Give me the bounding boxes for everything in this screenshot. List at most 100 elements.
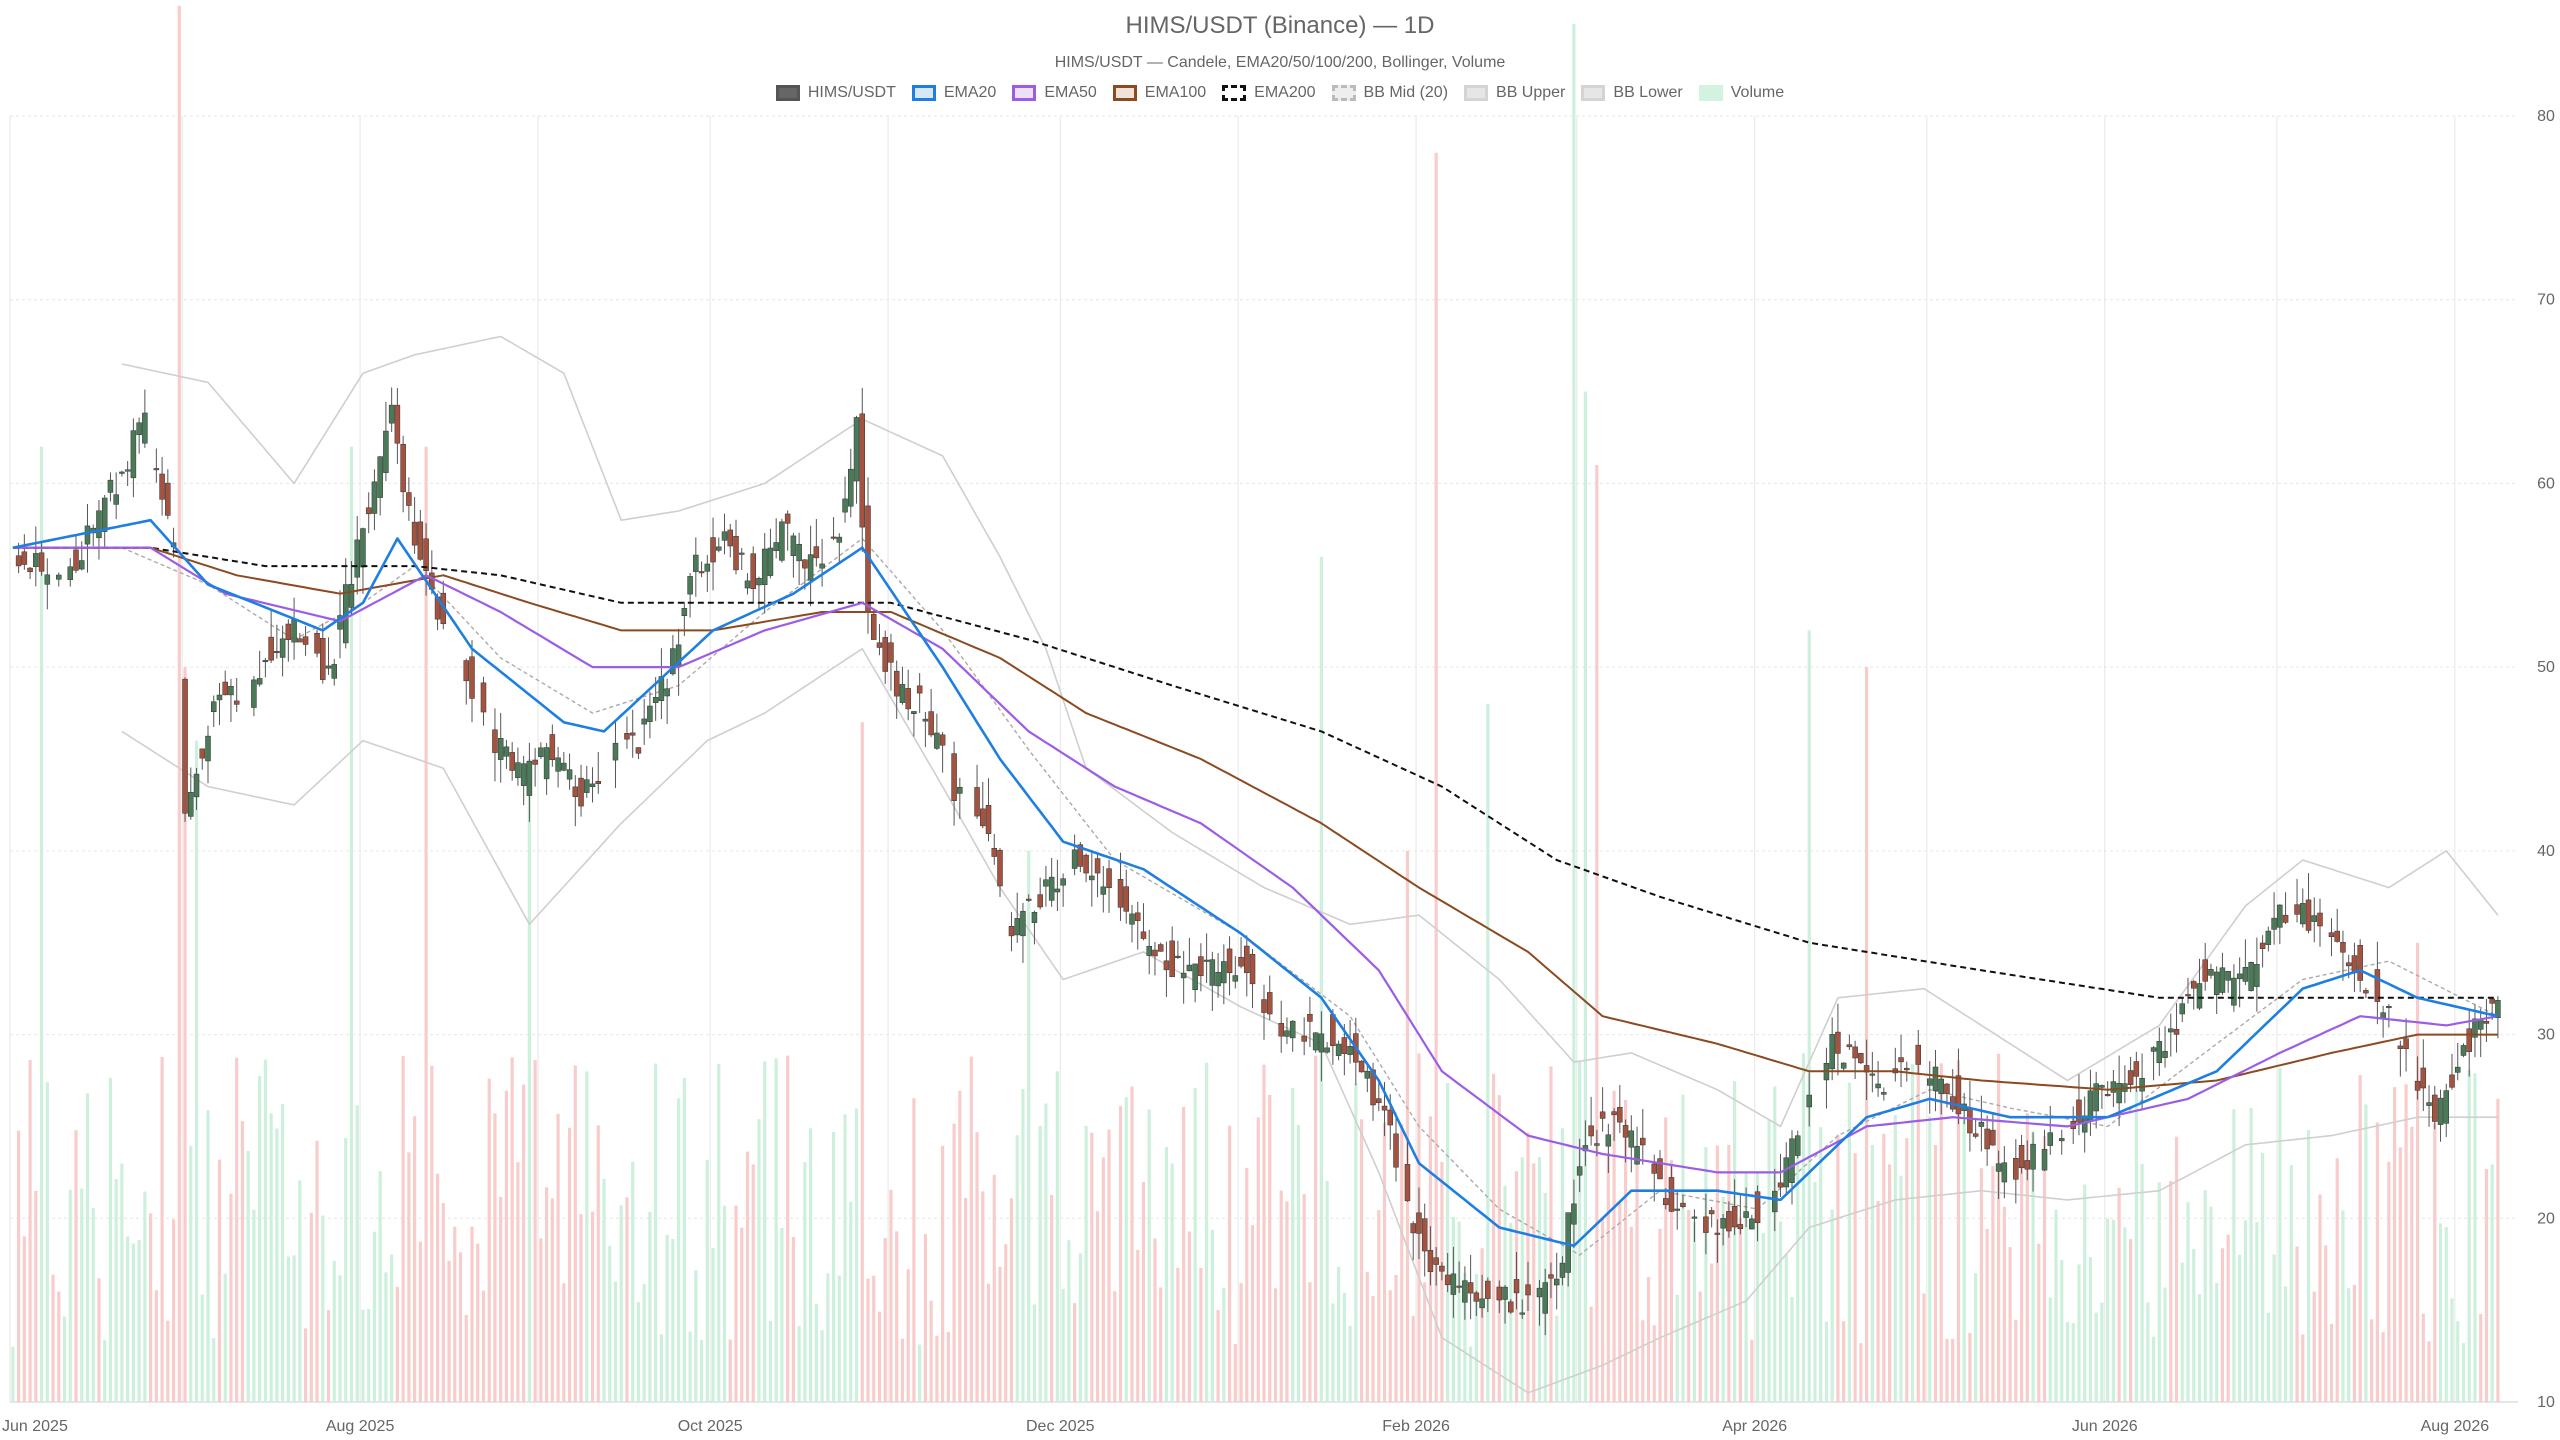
candle-body-2025-08-05: [383, 430, 389, 473]
legend-item-ema100[interactable]: EMA100: [1112, 84, 1206, 102]
candle-2025-11-13: [957, 777, 963, 819]
volume-bar-2025-07-11: [240, 1121, 245, 1402]
candle-2026-03-27: [1726, 1201, 1732, 1238]
legend-item-ema50[interactable]: EMA50: [1012, 84, 1097, 102]
candle-2025-11-16: [974, 764, 980, 819]
candle-2025-08-06: [388, 387, 395, 432]
volume-bar-2026-04-19: [1859, 1343, 1863, 1402]
candle-body-2026-01-02: [1244, 945, 1250, 974]
volume-bar-2025-11-13: [958, 1090, 962, 1402]
candle-body-2026-01-26: [1381, 1105, 1388, 1111]
candle-body-2026-06-13: [2173, 1029, 2180, 1035]
candle-2026-05-27: [2076, 1074, 2082, 1136]
candle-body-2026-06-09: [2150, 1047, 2157, 1052]
candle-body-2026-07-13: [2345, 962, 2352, 967]
candle-2026-02-09: [1462, 1266, 1468, 1320]
candle-2025-11-17: [980, 782, 986, 829]
candle-body-2026-02-26: [1559, 1262, 1566, 1278]
chart-title: HIMS/USDT (Binance) — 1D: [1125, 12, 1435, 39]
volume-bar-2026-05-28: [2083, 1184, 2087, 1402]
candle-body-2025-06-27: [159, 473, 165, 500]
volume-bar-2025-09-27: [688, 1331, 692, 1402]
candle-2026-05-11: [1984, 1115, 1990, 1166]
candle-body-2026-05-11: [1984, 1128, 1990, 1150]
volume-bar-2026-05-14: [2002, 1206, 2006, 1402]
volume-bar-2025-07-10: [235, 1057, 239, 1402]
candle-2025-12-28: [1215, 953, 1221, 998]
candle-2025-09-05: [561, 751, 567, 772]
volume-bar-2025-08-21: [476, 1243, 480, 1402]
candle-body-2025-10-05: [733, 536, 739, 571]
candle-body-2025-07-05: [205, 735, 211, 762]
x-tick-label-0: Jun 2025: [2, 1418, 68, 1435]
candle-body-2025-11-29: [1048, 876, 1055, 901]
candle-body-2025-09-05: [561, 762, 567, 771]
candle-2026-06-30: [2271, 892, 2277, 945]
candle-2025-10-11: [767, 528, 774, 579]
candle-body-2025-12-19: [1163, 960, 1170, 971]
volume-bar-2026-03-12: [1641, 1320, 1645, 1402]
candle-2025-11-19: [991, 833, 998, 865]
volume-bar-2025-06-22: [131, 1243, 135, 1402]
volume-bar-2026-07-30: [2444, 1226, 2448, 1402]
volume-bar-2025-08-02: [367, 1309, 371, 1402]
candle-2025-08-05: [383, 401, 389, 482]
candle-body-2025-10-29: [870, 614, 877, 640]
volume-bar-2026-03-09: [1623, 1099, 1628, 1402]
legend-swatch-ema20: [911, 85, 936, 101]
candle-body-2026-01-01: [1238, 956, 1244, 967]
legend-item-bb_mid[interactable]: BB Mid (20): [1331, 84, 1448, 102]
candle-2025-07-05: [205, 725, 211, 784]
candle-body-2025-11-28: [1043, 879, 1049, 887]
volume-bar-2025-09-06: [567, 1127, 572, 1402]
volume-bar-2025-09-22: [659, 1334, 663, 1402]
candle-body-2025-10-17: [802, 559, 808, 569]
candle-body-2025-12-04: [1077, 844, 1084, 867]
candle-2025-07-29: [342, 558, 349, 649]
candle-body-2025-06-16: [96, 510, 102, 539]
candle-body-2026-06-19: [2208, 969, 2214, 976]
volume-bar-2025-08-24: [493, 1113, 497, 1402]
candle-2025-11-09: [934, 713, 940, 750]
candle-2026-06-20: [2213, 966, 2220, 1014]
volume-bar-2025-11-22: [1009, 1198, 1014, 1402]
candle-2025-07-04: [199, 748, 206, 770]
legend-item-volume[interactable]: Volume: [1698, 84, 1784, 102]
candle-body-2026-07-31: [2449, 1074, 2455, 1088]
candle-2026-07-12: [2340, 930, 2346, 981]
legend-item-bb_lower[interactable]: BB Lower: [1581, 84, 1683, 102]
legend-item-candles[interactable]: HIMS/USDT: [775, 84, 896, 102]
candle-body-2025-07-10: [233, 700, 240, 705]
candle-body-2025-07-24: [314, 632, 320, 654]
volume-bar-2025-10-10: [763, 1061, 767, 1402]
candle-body-2026-08-05: [2477, 1019, 2484, 1030]
candle-2025-09-08: [578, 764, 584, 817]
legend-item-ema200[interactable]: EMA200: [1222, 84, 1316, 102]
volume-bar-2026-02-11: [1474, 1274, 1478, 1402]
volume-bar-2026-05-31: [2100, 1302, 2104, 1402]
candle-body-2026-05-31: [2099, 1085, 2105, 1088]
volume-bar-2026-06-22: [2226, 1234, 2230, 1402]
candle-body-2025-11-09: [934, 732, 940, 749]
candle-body-2025-12-20: [1169, 940, 1175, 978]
candle-body-2025-10-01: [710, 537, 716, 563]
candle-body-2025-10-08: [750, 553, 756, 589]
legend-item-bb_upper[interactable]: BB Upper: [1464, 84, 1565, 102]
volume-bar-2025-09-02: [545, 1187, 549, 1402]
candle-body-2025-11-19: [991, 848, 998, 857]
volume-bar-2025-06-02: [17, 1130, 21, 1402]
volume-bar-2025-09-12: [602, 1178, 606, 1402]
candle-2025-08-12: [423, 523, 429, 596]
candle-body-2026-05-17: [2018, 1145, 2025, 1169]
volume-bar-2025-12-23: [1187, 1231, 1191, 1402]
candle-2026-07-10: [2328, 918, 2335, 957]
candle-2025-10-24: [842, 476, 848, 523]
legend-item-ema20[interactable]: EMA20: [911, 84, 996, 102]
volume-bar-2026-07-05: [2301, 1334, 2305, 1402]
x-tick-label-5: Apr 2026: [1722, 1418, 1787, 1435]
candle-body-2026-03-16: [1662, 1198, 1669, 1206]
volume-bar-2026-07-01: [2278, 1067, 2282, 1402]
candle-2025-11-08: [928, 688, 934, 738]
candle-body-2026-02-19: [1519, 1312, 1526, 1315]
